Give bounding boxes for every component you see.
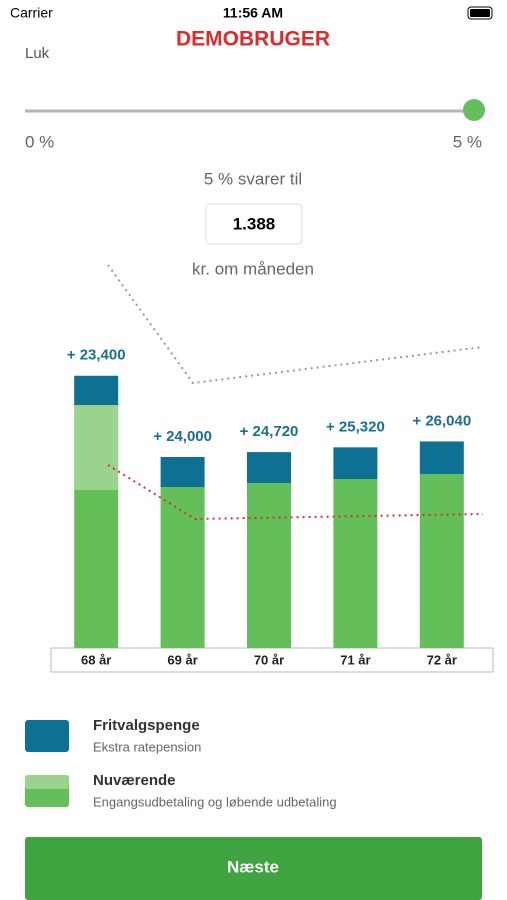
clock: 11:56 AM: [223, 5, 283, 21]
legend-swatch: [25, 720, 69, 752]
x-tick-label: 72 år: [427, 652, 457, 667]
battery-level: [470, 9, 490, 17]
legend-subtitle: Ekstra ratepension: [93, 739, 201, 754]
slider-thumb[interactable]: [463, 99, 485, 121]
value-label: + 25,320: [326, 418, 385, 435]
bar-segment: [74, 405, 119, 490]
battery: [467, 6, 493, 20]
legend-swatch-top: [25, 775, 69, 789]
bar-segment: [333, 479, 378, 648]
legend-title: Fritvalgspenge: [93, 717, 200, 734]
carrier: Carrier: [10, 5, 53, 21]
bar-segment: [247, 483, 291, 648]
bar-segment: [419, 474, 464, 648]
close-button[interactable]: Luk: [25, 45, 50, 62]
bar-segment: [160, 487, 205, 648]
value-label: + 23,400: [67, 347, 126, 364]
bar-segment: [333, 447, 378, 479]
amount-box: [205, 203, 303, 245]
summary-caption: 5 % svarer til: [204, 169, 302, 188]
bar-segment: [247, 452, 291, 483]
x-tick-label: 69 år: [167, 652, 197, 667]
legend-title: Nuværende: [93, 772, 176, 789]
chart: + 23,400 68 år + 24,000 69 år + 24,720 70 år +…: [50, 347, 494, 673]
x-tick-label: 70 år: [254, 652, 284, 667]
value-label: + 26,040: [412, 412, 471, 429]
bar-segment: [74, 375, 119, 405]
header-title: DEMOBRUGER: [176, 28, 330, 51]
next-label: Næste: [227, 857, 279, 876]
slider-max: 5 %: [453, 132, 482, 151]
current-line: [107, 464, 484, 521]
axis-box: [50, 647, 494, 673]
legend-subtitle: Engangsudbetaling og løbende udbetaling: [93, 794, 337, 809]
x-tick-label: 68 år: [81, 652, 111, 667]
amount: 1.388: [233, 214, 276, 233]
summary-unit: kr. om måneden: [192, 259, 314, 278]
bar-segment: [160, 457, 205, 487]
bar-segment: [74, 490, 119, 648]
next-button[interactable]: [25, 837, 482, 900]
bar-segment: [419, 441, 464, 474]
guide-line: [107, 264, 484, 385]
slider-min: 0 %: [25, 132, 54, 151]
value-label: + 24,000: [153, 428, 212, 445]
x-tick-label: 71 år: [340, 652, 370, 667]
value-label: + 24,720: [240, 423, 299, 440]
